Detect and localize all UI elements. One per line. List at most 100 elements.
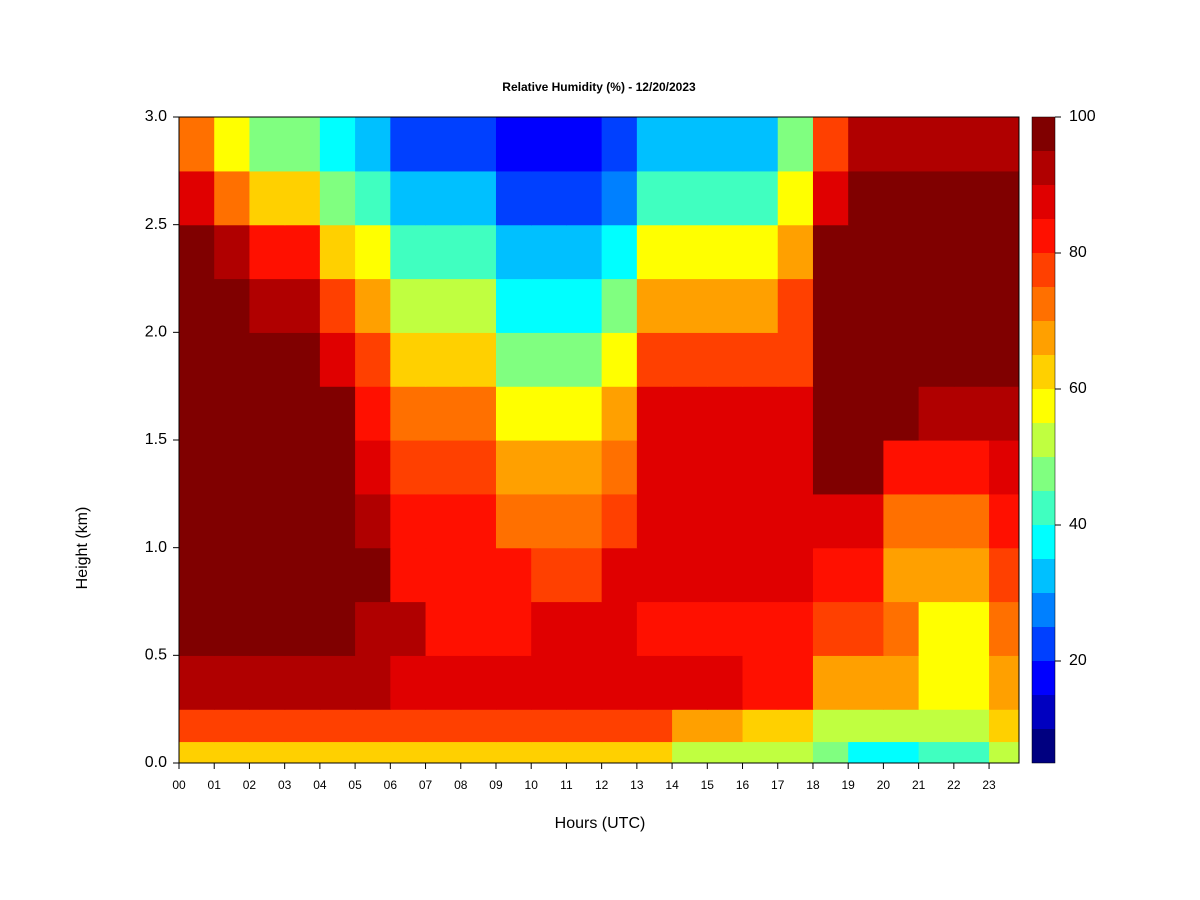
heatmap-cell — [460, 440, 497, 495]
heatmap-cell — [672, 170, 708, 226]
heatmap-cell — [742, 547, 779, 603]
colorbar-band — [1032, 559, 1055, 593]
heatmap-cell — [284, 655, 321, 710]
heatmap-cell — [989, 117, 1019, 172]
heatmap-cell — [495, 224, 532, 280]
heatmap-cell — [355, 655, 391, 710]
heatmap-cell — [953, 170, 990, 226]
heatmap-cell — [249, 332, 286, 387]
heatmap-cell — [179, 224, 215, 280]
heatmap-cell — [636, 332, 673, 387]
heatmap-cell — [319, 117, 356, 172]
heatmap-cell — [495, 655, 532, 710]
y-tick-label: 0.0 — [145, 754, 167, 771]
x-tick-label: 15 — [701, 778, 715, 792]
heatmap-cell — [566, 117, 603, 172]
heatmap-cell — [460, 741, 497, 763]
colorbar-tick-label: 20 — [1069, 652, 1087, 669]
heatmap-cell — [989, 170, 1019, 226]
heatmap-cell — [601, 332, 638, 387]
heatmap-cell — [249, 440, 286, 495]
heatmap-cell — [566, 386, 603, 441]
heatmap-cell — [355, 278, 391, 333]
heatmap-cell — [179, 386, 215, 441]
x-tick-label: 04 — [313, 778, 327, 792]
heatmap-cell — [636, 440, 673, 495]
heatmap-cell — [883, 440, 920, 495]
heatmap-cell — [636, 493, 673, 549]
x-tick-label: 02 — [243, 778, 257, 792]
heatmap-cell — [672, 601, 708, 656]
heatmap-cell — [355, 493, 391, 549]
heatmap-cell — [460, 601, 497, 656]
heatmap-cell — [883, 601, 920, 656]
heatmap-cell — [495, 278, 532, 333]
heatmap-cell — [883, 224, 920, 280]
y-tick-label: 0.5 — [145, 647, 167, 664]
heatmap-cell — [953, 224, 990, 280]
heatmap-cell — [531, 386, 568, 441]
heatmap-cell — [566, 655, 603, 710]
heatmap-cell — [883, 741, 920, 763]
heatmap-cell — [848, 332, 885, 387]
heatmap-cell — [495, 493, 532, 549]
heatmap-cell — [460, 493, 497, 549]
heatmap-cell — [742, 278, 779, 333]
heatmap-cell — [566, 332, 603, 387]
heatmap-cell — [390, 547, 427, 603]
heatmap-cell — [214, 547, 251, 603]
heatmap-cell — [284, 741, 321, 763]
heatmap-cell — [812, 332, 849, 387]
heatmap-cell — [812, 386, 849, 441]
heatmap-cell — [742, 440, 779, 495]
heatmap-cell — [672, 117, 708, 172]
heatmap-cell — [179, 655, 215, 710]
x-tick-label: 18 — [806, 778, 820, 792]
heatmap-cell — [883, 117, 920, 172]
heatmap-cell — [636, 224, 673, 280]
heatmap-cell — [425, 224, 462, 280]
heatmap-cell — [672, 741, 708, 763]
heatmap-cell — [742, 601, 779, 656]
colorbar-band — [1032, 491, 1055, 525]
heatmap-cell — [777, 332, 814, 387]
heatmap-cell — [425, 278, 462, 333]
heatmap-cell — [883, 655, 920, 710]
heatmap-cell — [531, 547, 568, 603]
heatmap-cell — [495, 117, 532, 172]
heatmap-cell — [601, 117, 638, 172]
x-tick-label: 10 — [525, 778, 539, 792]
heatmap-cell — [249, 117, 286, 172]
heatmap-cell — [883, 332, 920, 387]
heatmap-cell — [390, 493, 427, 549]
heatmap-cell — [812, 601, 849, 656]
heatmap-cell — [284, 440, 321, 495]
x-tick-label: 07 — [419, 778, 433, 792]
heatmap-cell — [390, 386, 427, 441]
heatmap-cell — [319, 332, 356, 387]
heatmap-cell — [742, 170, 779, 226]
heatmap-cell — [214, 224, 251, 280]
heatmap-cell — [812, 224, 849, 280]
colorbar-band — [1032, 423, 1055, 457]
heatmap-cell — [495, 547, 532, 603]
y-tick-label: 2.0 — [145, 324, 167, 341]
heatmap-cell — [601, 386, 638, 441]
heatmap-cell — [390, 440, 427, 495]
heatmap-cell — [777, 601, 814, 656]
heatmap-cell — [179, 440, 215, 495]
heatmap-cell — [918, 709, 955, 743]
heatmap-cell — [953, 440, 990, 495]
heatmap-cell — [425, 547, 462, 603]
heatmap-cell — [953, 493, 990, 549]
heatmap-cell — [179, 709, 215, 743]
heatmap-cell — [848, 224, 885, 280]
heatmap-cell — [495, 170, 532, 226]
y-tick-label: 1.5 — [145, 431, 167, 448]
colorbar-band — [1032, 321, 1055, 355]
heatmap-cell — [777, 655, 814, 710]
heatmap-cell — [883, 547, 920, 603]
heatmap-cell — [319, 709, 356, 743]
heatmap-cell — [918, 741, 955, 763]
heatmap-cell — [495, 440, 532, 495]
